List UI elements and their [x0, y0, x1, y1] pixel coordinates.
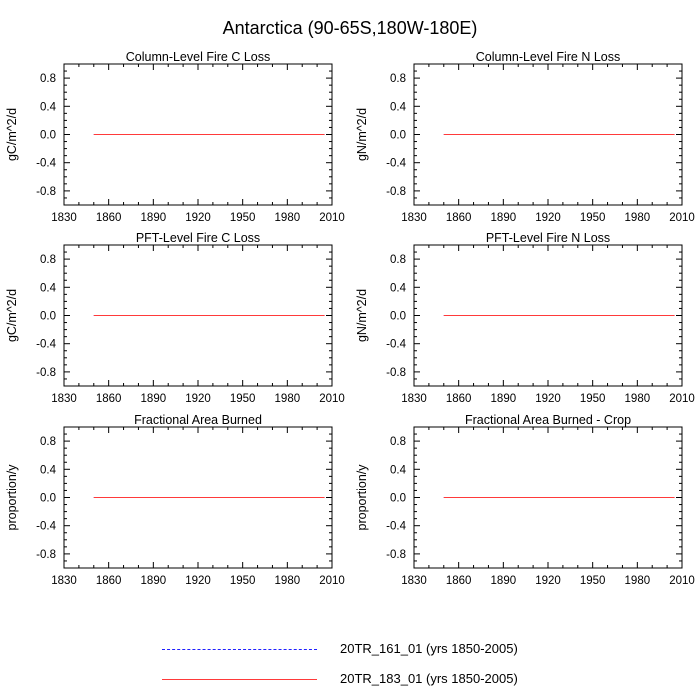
x-tick-label: 1890 [491, 575, 517, 587]
x-tick-label: 1860 [446, 575, 472, 587]
x-tick-label: 1980 [275, 393, 301, 405]
x-tick-label: 1890 [141, 393, 167, 405]
x-tick-label: 1980 [625, 212, 651, 224]
y-tick-label: -0.4 [386, 521, 406, 533]
y-tick-label: 0.8 [390, 254, 406, 266]
y-axis-label: gC/m^2/d [5, 289, 19, 342]
x-tick-label: 1860 [96, 393, 122, 405]
x-tick-label: 1830 [51, 575, 77, 587]
y-tick-label: 0.0 [40, 130, 56, 142]
x-tick-label: 1860 [96, 575, 122, 587]
panel-title: Fractional Area Burned [134, 413, 262, 427]
x-tick-label: 1950 [580, 393, 606, 405]
panel-title: Column-Level Fire C Loss [126, 50, 271, 64]
y-tick-label: 0.8 [40, 254, 56, 266]
y-tick-label: -0.8 [386, 367, 406, 379]
x-tick-label: 1920 [185, 393, 211, 405]
x-tick-label: 1860 [446, 212, 472, 224]
x-tick-label: 1830 [401, 393, 427, 405]
y-tick-label: -0.8 [386, 549, 406, 561]
x-tick-label: 1920 [535, 575, 561, 587]
x-tick-label: 1920 [185, 575, 211, 587]
legend-entry-solid: 20TR_183_01 (yrs 1850-2005) [150, 668, 570, 692]
y-axis-label: proportion/y [5, 464, 19, 531]
chart-panel: Fractional Area Burned - Crop proportion/… [355, 413, 695, 587]
x-tick-label: 1890 [141, 212, 167, 224]
y-tick-label: 0.4 [390, 282, 407, 294]
y-tick-label: -0.4 [386, 339, 406, 351]
y-tick-label: 0.4 [40, 282, 57, 294]
y-tick-label: -0.8 [386, 186, 406, 198]
y-tick-label: 0.8 [390, 436, 406, 448]
x-tick-label: 1890 [491, 212, 517, 224]
y-tick-label: -0.4 [36, 521, 56, 533]
y-tick-label: 0.4 [390, 464, 407, 476]
chart-grid: Column-Level Fire C Loss gC/m^2/d 1830 1860… [5, 50, 695, 587]
legend-label: 20TR_183_01 (yrs 1850-2005) [340, 671, 518, 686]
x-tick-label: 1980 [625, 393, 651, 405]
y-tick-label: -0.8 [36, 549, 56, 561]
x-tick-label: 1830 [51, 393, 77, 405]
chart-panel: Column-Level Fire C Loss gC/m^2/d 1830 1860… [5, 50, 345, 224]
x-tick-label: 1920 [185, 212, 211, 224]
y-tick-label: -0.4 [36, 158, 56, 170]
x-tick-label: 1890 [141, 575, 167, 587]
y-tick-label: 0.8 [40, 73, 56, 85]
x-tick-label: 2010 [319, 212, 345, 224]
legend-entry-dashed: 20TR_161_01 (yrs 1850-2005) [150, 638, 570, 662]
legend-label: 20TR_161_01 (yrs 1850-2005) [340, 641, 518, 656]
x-tick-label: 1980 [275, 575, 301, 587]
x-tick-label: 1830 [51, 212, 77, 224]
y-axis-label: gC/m^2/d [5, 108, 19, 161]
x-tick-label: 1830 [401, 212, 427, 224]
y-tick-label: 0.4 [390, 101, 407, 113]
y-tick-label: 0.0 [40, 493, 56, 505]
x-tick-label: 1950 [230, 575, 256, 587]
panel-title: Fractional Area Burned - Crop [465, 413, 631, 427]
x-tick-label: 1950 [230, 393, 256, 405]
y-tick-label: 0.0 [390, 130, 406, 142]
x-tick-label: 1980 [275, 212, 301, 224]
x-tick-label: 1920 [535, 212, 561, 224]
chart-panel: PFT-Level Fire N Loss gN/m^2/d 1830 1860 189… [355, 231, 695, 405]
chart-panel: Fractional Area Burned proportion/y 1830 18… [5, 413, 345, 587]
x-tick-label: 1920 [535, 393, 561, 405]
x-tick-label: 1830 [401, 575, 427, 587]
x-tick-label: 2010 [319, 575, 345, 587]
x-tick-label: 1860 [96, 212, 122, 224]
x-tick-label: 1980 [625, 575, 651, 587]
panel-title: Column-Level Fire N Loss [476, 50, 621, 64]
panel-title: PFT-Level Fire C Loss [136, 231, 260, 245]
y-tick-label: 0.4 [40, 101, 57, 113]
x-tick-label: 1860 [446, 393, 472, 405]
x-tick-label: 1950 [580, 212, 606, 224]
x-tick-label: 2010 [319, 393, 345, 405]
y-tick-label: -0.8 [36, 367, 56, 379]
y-tick-label: -0.8 [36, 186, 56, 198]
chart-panel: PFT-Level Fire C Loss gC/m^2/d 1830 1860 189… [5, 231, 345, 405]
y-tick-label: 0.8 [390, 73, 406, 85]
y-tick-label: 0.0 [390, 493, 406, 505]
y-tick-label: 0.8 [40, 436, 56, 448]
y-axis-label: gN/m^2/d [355, 289, 369, 342]
legend-swatch-dashed [162, 649, 317, 650]
y-tick-label: 0.4 [40, 464, 57, 476]
y-tick-label: -0.4 [36, 339, 56, 351]
panel-title: PFT-Level Fire N Loss [486, 231, 610, 245]
x-tick-label: 2010 [669, 575, 695, 587]
legend-swatch-solid [162, 679, 317, 680]
y-axis-label: proportion/y [355, 464, 369, 531]
x-tick-label: 1950 [580, 575, 606, 587]
page-title: Antarctica (90-65S,180W-180E) [222, 18, 478, 38]
y-axis-label: gN/m^2/d [355, 108, 369, 161]
x-tick-label: 2010 [669, 393, 695, 405]
x-tick-label: 1950 [230, 212, 256, 224]
y-tick-label: 0.0 [40, 311, 56, 323]
x-tick-label: 2010 [669, 212, 695, 224]
x-tick-label: 1890 [491, 393, 517, 405]
y-tick-label: 0.0 [390, 311, 406, 323]
chart-panel: Column-Level Fire N Loss gN/m^2/d 1830 1860… [355, 50, 695, 224]
y-tick-label: -0.4 [386, 158, 406, 170]
